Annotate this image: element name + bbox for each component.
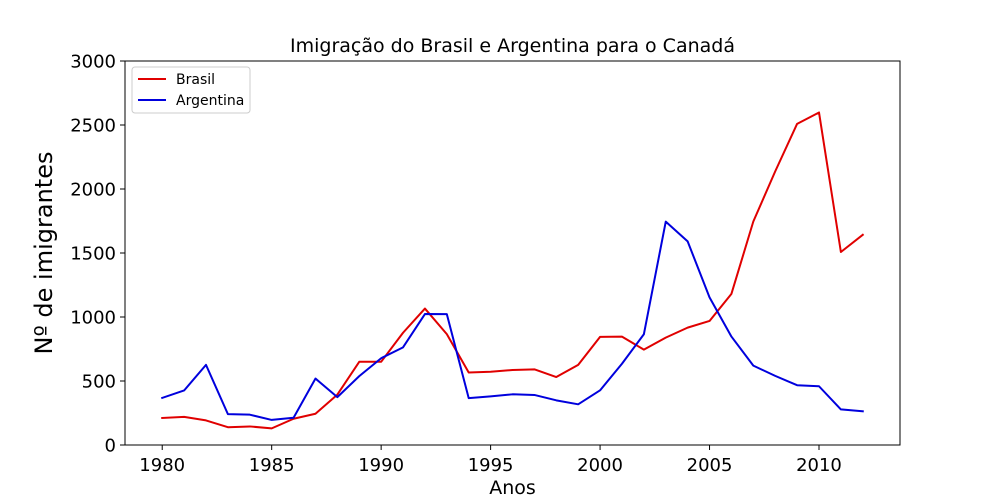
y-tick-label: 2500 xyxy=(70,116,116,137)
x-tick-label: 1995 xyxy=(468,455,514,476)
legend-label-argentina: Argentina xyxy=(176,93,244,109)
x-tick-label: 1985 xyxy=(249,455,295,476)
x-axis-label: Anos xyxy=(489,477,536,499)
y-tick-label: 1000 xyxy=(70,308,116,329)
series-line-brasil xyxy=(161,111,865,430)
legend: Brasil Argentina xyxy=(131,66,251,114)
y-axis-ticks: 0 500 1000 1500 2000 2500 3000 xyxy=(70,52,125,457)
series-layer xyxy=(160,111,865,430)
x-tick-label: 2010 xyxy=(796,455,842,476)
x-tick-label: 2000 xyxy=(577,455,623,476)
y-tick-label: 2000 xyxy=(70,180,116,201)
x-tick-label: 1980 xyxy=(139,455,185,476)
y-tick-label: 500 xyxy=(82,372,116,393)
x-tick-label: 2005 xyxy=(687,455,733,476)
y-axis-label: Nº de imigrantes xyxy=(30,152,58,355)
y-tick-label: 0 xyxy=(105,436,116,457)
y-tick-label: 3000 xyxy=(70,52,116,73)
x-axis-ticks: 1980 1985 1990 1995 2000 2005 2010 xyxy=(139,445,842,476)
x-tick-label: 1990 xyxy=(358,455,404,476)
y-tick-label: 1500 xyxy=(70,244,116,265)
legend-label-brasil: Brasil xyxy=(176,72,215,88)
series-line-argentina xyxy=(160,220,864,421)
chart-title: Imigração do Brasil e Argentina para o C… xyxy=(290,35,735,57)
plot-frame xyxy=(124,60,901,446)
